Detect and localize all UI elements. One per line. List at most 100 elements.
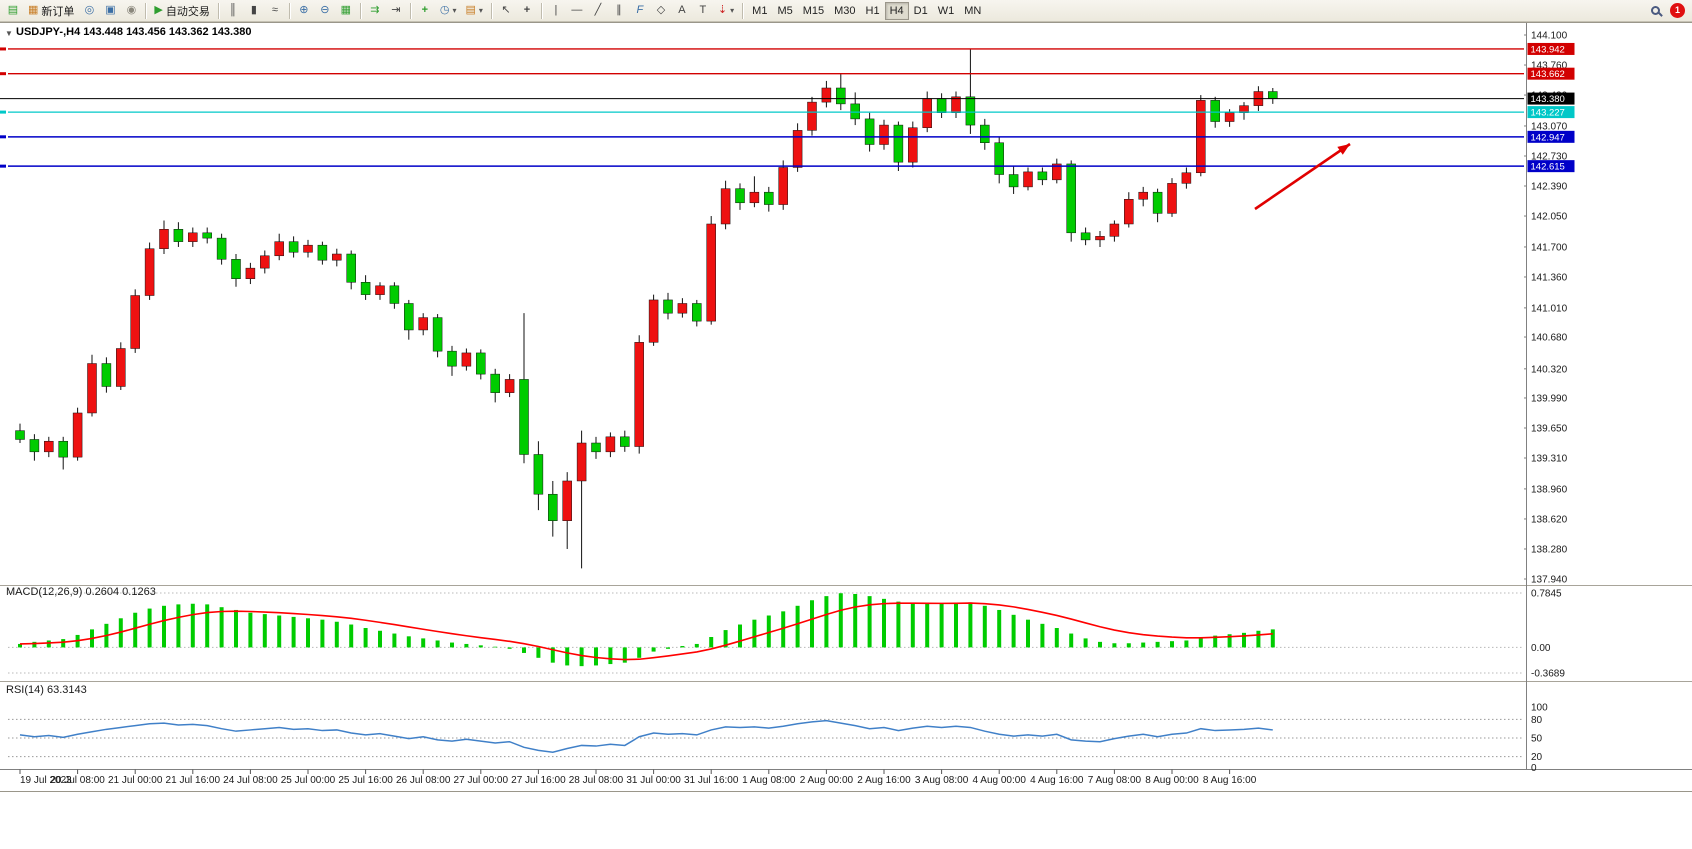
toolbar-separator [409,2,411,19]
svg-text:138.620: 138.620 [1531,514,1568,525]
chevron-down-icon: ▾ [730,6,735,15]
svg-text:143.070: 143.070 [1531,121,1568,132]
timeframe-h1-button[interactable]: H1 [861,2,885,20]
search-button[interactable] [1645,2,1665,20]
timeframe-m30-button[interactable]: M30 [829,2,860,20]
timeframe-d1-button[interactable]: D1 [909,2,933,20]
timeframe-m5-button[interactable]: M5 [772,2,797,20]
svg-text:26 Jul 08:00: 26 Jul 08:00 [396,775,451,786]
vertical-line-icon: | [554,4,558,16]
text-icon: A [678,4,686,16]
svg-text:25 Jul 16:00: 25 Jul 16:00 [338,775,393,786]
market-watch-button[interactable]: ◎ [79,2,99,20]
price-tag [1527,67,1575,80]
svg-text:141.010: 141.010 [1531,303,1568,314]
crosshair-icon: + [523,4,531,16]
cursor-button[interactable]: ↖ [496,2,516,20]
periods-button[interactable]: ◷ ▾ [436,2,461,20]
price-tag [1527,42,1575,55]
tile-windows-icon: ▦ [340,4,352,16]
fibonacci-icon: F [636,4,644,16]
line-chart-button[interactable]: ≈ [265,2,285,20]
svg-text:20 Jul 08:00: 20 Jul 08:00 [50,775,105,786]
svg-text:3 Aug 08:00: 3 Aug 08:00 [915,775,969,786]
svg-text:24 Jul 08:00: 24 Jul 08:00 [223,775,278,786]
new-order-icon: ▦ [28,4,39,16]
zoom-out-button[interactable]: ⊖ [315,2,335,20]
zoom-in-button[interactable]: ⊕ [294,2,314,20]
svg-text:139.650: 139.650 [1531,423,1568,434]
svg-text:142.947: 142.947 [1531,132,1565,143]
fibonacci-button[interactable]: F [630,2,650,20]
timeframe-m15-button[interactable]: M15 [798,2,829,20]
svg-text:1 Aug 08:00: 1 Aug 08:00 [742,775,796,786]
timeframe-h4-button[interactable]: H4 [884,1,909,20]
svg-text:100: 100 [1531,703,1548,714]
chart-title: USDJPY-,H4 143.448 143.456 143.362 143.3… [16,26,252,38]
svg-text:142.730: 142.730 [1531,151,1568,162]
auto-trading-button[interactable]: ▶ 自动交易 [150,2,213,20]
auto-scroll-icon: ⇉ [370,4,380,16]
rsi-line [19,719,1273,754]
svg-text:139.990: 139.990 [1531,393,1568,404]
timeframe-w1-button[interactable]: W1 [933,2,960,20]
svg-text:21 Jul 16:00: 21 Jul 16:00 [166,775,221,786]
chart-window: ▼ USDJPY-,H4 143.448 143.456 143.362 143… [0,22,1692,792]
svg-text:143.227: 143.227 [1531,108,1565,119]
shapes-button[interactable]: ◇ [651,2,671,20]
svg-text:0.00: 0.00 [1531,643,1551,654]
svg-text:142.615: 142.615 [1531,162,1565,173]
channel-icon: ∥ [616,4,622,16]
shapes-icon: ◇ [656,4,666,16]
auto-scroll-button[interactable]: ⇉ [365,2,385,20]
compass-icon: ◎ [84,4,95,16]
horizontal-line-button[interactable]: — [567,2,587,20]
text-label-button[interactable]: T [693,2,713,20]
svg-text:21 Jul 00:00: 21 Jul 00:00 [108,775,163,786]
crosshair-button[interactable]: + [517,2,537,20]
chart-shift-button[interactable]: ⇥ [386,2,406,20]
toolbar-separator [359,2,361,19]
new-order-button[interactable]: ▦ 新订单 [24,2,78,20]
toolbar-separator [742,2,744,19]
svg-text:140.680: 140.680 [1531,333,1568,344]
horizontal-levels [0,42,1575,173]
tile-windows-button[interactable]: ▦ [336,2,356,20]
notification-badge[interactable]: 1 [1670,3,1685,18]
svg-text:140.320: 140.320 [1531,364,1568,375]
text-button[interactable]: A [672,2,692,20]
trend-arrow[interactable] [1254,142,1351,211]
svg-text:20: 20 [1531,752,1543,763]
arrows-button[interactable]: ⇣ ▾ [714,2,738,20]
macd-signal-line [19,602,1273,661]
one-click-trading-toggle[interactable]: ▼ [5,29,13,38]
bar-chart-button[interactable]: ║ [223,2,243,20]
timeframe-mn-button[interactable]: MN [959,2,986,20]
zoom-out-icon: ⊖ [320,4,330,16]
templates-button[interactable]: ▤ ▾ [462,2,487,20]
channel-button[interactable]: ∥ [609,2,629,20]
price-tag [1527,92,1575,105]
svg-text:27 Jul 00:00: 27 Jul 00:00 [454,775,509,786]
play-icon: ▶ [154,4,163,16]
svg-text:8 Aug 00:00: 8 Aug 00:00 [1145,775,1199,786]
community-button[interactable]: ◉ [121,2,141,20]
candlestick-chart-button[interactable]: ▮ [244,2,264,20]
vertical-line-button[interactable]: | [546,2,566,20]
chart-canvas[interactable]: 144.100143.760143.420143.070142.730142.3… [0,23,1692,793]
timeframe-m1-button[interactable]: M1 [747,2,772,20]
chevron-down-icon: ▾ [452,6,457,15]
svg-text:27 Jul 16:00: 27 Jul 16:00 [511,775,566,786]
trendline-button[interactable]: ╱ [588,2,608,20]
arrows-icon: ⇣ [717,4,728,16]
svg-text:25 Jul 00:00: 25 Jul 00:00 [281,775,336,786]
windows-icon: ▣ [105,4,116,16]
svg-text:142.390: 142.390 [1531,182,1568,193]
svg-text:4 Aug 00:00: 4 Aug 00:00 [973,775,1027,786]
clock-icon: ◷ [439,4,450,16]
svg-text:137.940: 137.940 [1531,575,1568,586]
navigator-button[interactable]: ▣ [100,2,120,20]
indicators-button[interactable]: + [415,2,435,20]
auto-trading-label: 自动交易 [165,5,210,18]
new-chart-button[interactable]: ▤ [3,2,23,20]
